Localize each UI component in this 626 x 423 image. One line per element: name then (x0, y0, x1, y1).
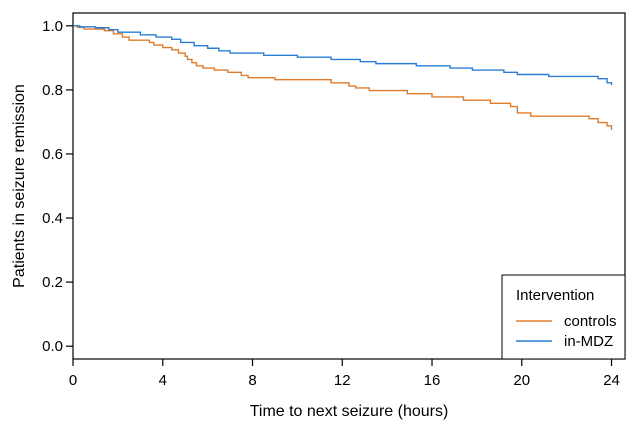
plot-frame (72, 12, 626, 360)
legend-box (501, 274, 626, 360)
legend-label-in-mdz: in-MDZ (564, 333, 613, 350)
x-tick-label: 4 (159, 372, 167, 389)
legend: Intervention controls in-MDZ (501, 274, 626, 360)
y-tick-label: 0.0 (42, 338, 63, 355)
y-tick-label: 0.6 (42, 146, 63, 163)
x-tick-label: 12 (334, 372, 351, 389)
y-tick-label: 0.2 (42, 274, 63, 291)
y-axis: 0.0 0.2 0.4 0.6 0.8 1.0 (42, 18, 73, 355)
x-tick-label: 20 (513, 372, 530, 389)
x-axis-title: Time to next seizure (hours) (250, 403, 449, 420)
y-tick-label: 0.4 (42, 210, 63, 227)
series-line-controls (73, 25, 613, 130)
x-tick-label: 24 (603, 372, 620, 389)
series-line-in-mdz (73, 25, 613, 86)
x-tick-label: 0 (69, 372, 77, 389)
legend-title: Intervention (516, 287, 594, 304)
y-tick-label: 1.0 (42, 18, 63, 35)
x-tick-label: 16 (424, 372, 441, 389)
legend-label-controls: controls (564, 313, 617, 330)
x-axis: 0 4 8 12 16 20 24 (69, 359, 620, 389)
y-tick-label: 0.8 (42, 82, 63, 99)
series-layer (73, 25, 613, 130)
x-tick-label: 8 (248, 372, 256, 389)
y-axis-title: Patients in seizure remission (11, 84, 28, 288)
